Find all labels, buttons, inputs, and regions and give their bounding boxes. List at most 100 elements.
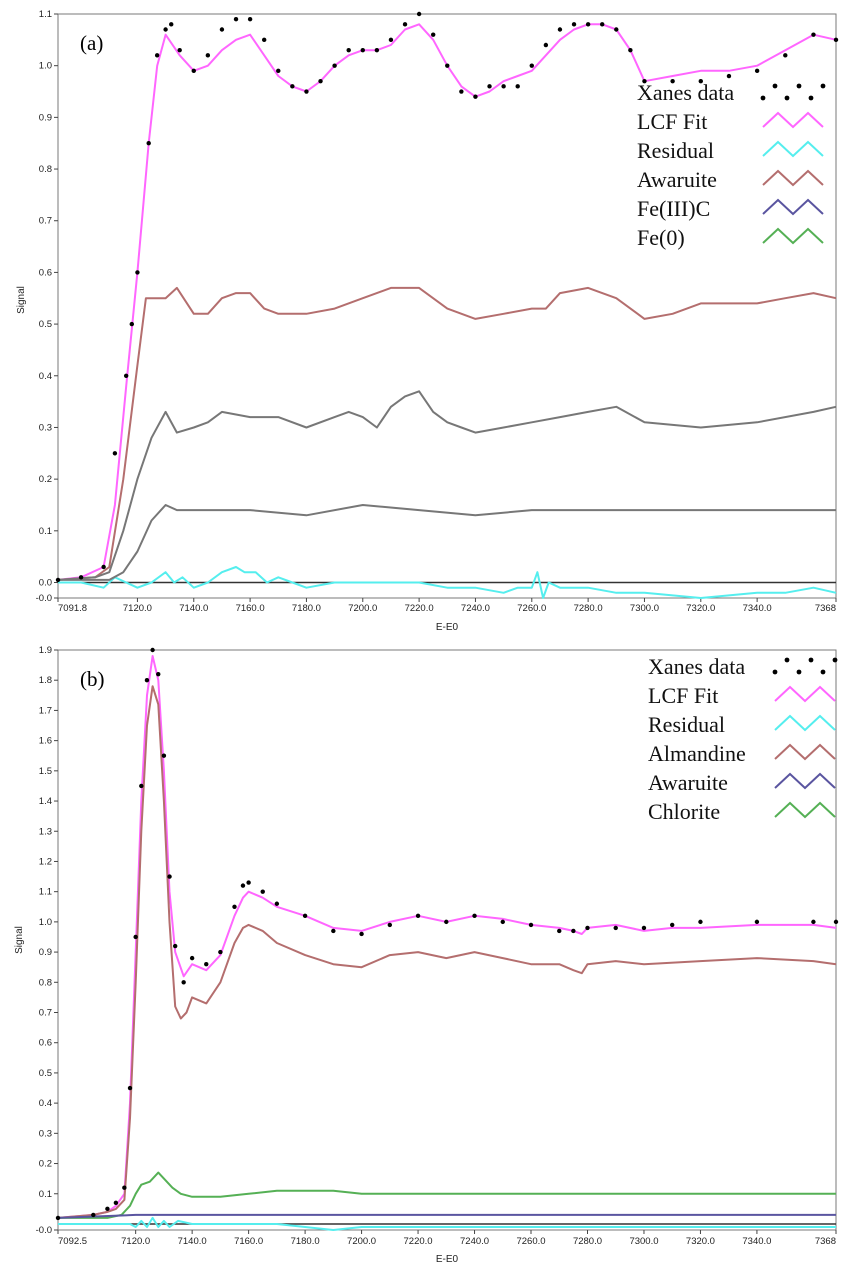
data-point bbox=[388, 37, 394, 43]
chart-b-svg: -0.0 0.1 0.2 0.3 0.4 0.5 0.6 0.7 0.8 0.9 1.0 1.1 1.2… bbox=[14, 645, 839, 1265]
data-point bbox=[331, 928, 336, 934]
data-point bbox=[557, 27, 563, 32]
data-point bbox=[557, 928, 562, 934]
legend-marker-zigzag bbox=[774, 685, 836, 703]
data-point bbox=[91, 1212, 96, 1218]
data-point bbox=[783, 53, 788, 58]
data-point bbox=[167, 874, 172, 879]
y-tick-label: 0.8 bbox=[39, 164, 52, 175]
legend-dot bbox=[796, 669, 802, 675]
y-tick-label: 1.4 bbox=[39, 796, 52, 807]
x-tick-label: 7140.0 bbox=[179, 603, 208, 614]
data-point bbox=[585, 925, 590, 931]
series-residual-line bbox=[58, 566, 837, 599]
y-tick-label: 1.0 bbox=[39, 917, 52, 928]
data-point bbox=[55, 1215, 61, 1221]
y-tick-label: 0.1 bbox=[39, 526, 52, 537]
data-point bbox=[754, 919, 760, 925]
x-tick-label: 7260.0 bbox=[517, 603, 546, 614]
data-point bbox=[698, 919, 703, 925]
x-tick-label: 7180.0 bbox=[292, 603, 321, 614]
y-tick-label: 1.2 bbox=[39, 856, 52, 867]
data-point bbox=[112, 451, 118, 456]
legend-label-xanes-data: Xanes data bbox=[637, 80, 734, 105]
data-point bbox=[105, 1206, 110, 1212]
panel-label: (a) bbox=[80, 31, 103, 55]
legend-label-almandine: Almandine bbox=[648, 741, 746, 766]
chart-a-svg: -0.0 0.0 0.1 0.2 0.3 0.4 0.5 0.6 0.7 0.8 0.9 1.0 1.1… bbox=[16, 9, 839, 633]
x-tick-label: 7220.0 bbox=[404, 1236, 433, 1247]
data-point bbox=[402, 22, 408, 27]
data-point bbox=[290, 84, 295, 89]
data-point bbox=[726, 73, 732, 79]
data-point bbox=[360, 47, 365, 53]
x-tick-label: 7180.0 bbox=[291, 1236, 320, 1247]
y-tick-label: 0.5 bbox=[39, 319, 52, 330]
data-point bbox=[318, 78, 323, 84]
legend-marker-zigzag bbox=[774, 772, 836, 790]
legend-label-residual: Residual bbox=[637, 138, 714, 163]
data-point bbox=[359, 931, 364, 937]
data-point bbox=[127, 1085, 133, 1091]
x-tick-label: 7240.0 bbox=[460, 1236, 489, 1247]
legend-dot bbox=[772, 83, 778, 89]
data-point bbox=[163, 27, 168, 32]
data-point bbox=[416, 11, 422, 17]
data-point bbox=[543, 42, 549, 48]
x-axis-title: E-E0 bbox=[436, 622, 459, 633]
legend-dot bbox=[760, 95, 766, 101]
y-tick-label: 0.1 bbox=[39, 1189, 52, 1200]
y-tick-label: 0.3 bbox=[39, 1128, 52, 1139]
y-tick-label: 1.6 bbox=[39, 736, 52, 747]
y-tick-label: 0.7 bbox=[39, 216, 52, 227]
data-point bbox=[191, 68, 196, 74]
data-point bbox=[101, 564, 106, 570]
series-chlorite-line bbox=[58, 1171, 836, 1219]
data-point bbox=[189, 955, 195, 961]
legend-label-lcf-fit: LCF Fit bbox=[648, 683, 718, 708]
data-point bbox=[613, 925, 618, 931]
x-tick-label: 7120.0 bbox=[123, 603, 152, 614]
x-tick-label: 7300.0 bbox=[629, 1236, 658, 1247]
y-tick-label: 1.7 bbox=[39, 705, 52, 716]
data-point bbox=[156, 671, 161, 677]
y-tick-label: 0.9 bbox=[39, 947, 52, 958]
x-tick-label: 7280.0 bbox=[573, 1236, 602, 1247]
data-point bbox=[133, 934, 138, 940]
x-tick-label: 7200.0 bbox=[347, 1236, 376, 1247]
legend-dot bbox=[808, 657, 814, 663]
data-point bbox=[55, 577, 61, 583]
data-point bbox=[304, 89, 309, 94]
data-point bbox=[515, 84, 520, 89]
y-axis-title: Signal bbox=[16, 286, 27, 314]
y-tick-label: 0.6 bbox=[39, 1038, 52, 1049]
series-awaruite-line bbox=[57, 1213, 836, 1219]
data-point bbox=[528, 922, 534, 928]
legend-label-awaruite: Awaruite bbox=[637, 167, 717, 192]
data-point bbox=[698, 78, 703, 84]
data-point bbox=[387, 922, 393, 928]
x-tick-label: 7092.5 bbox=[58, 1236, 87, 1247]
legend-dot bbox=[796, 83, 802, 89]
data-point bbox=[346, 47, 351, 53]
data-point bbox=[218, 949, 223, 955]
data-point bbox=[78, 575, 84, 580]
legend-marker-dots bbox=[760, 83, 826, 101]
data-point bbox=[144, 678, 150, 683]
y-tick-label: 1.0 bbox=[39, 61, 52, 72]
data-point bbox=[415, 913, 421, 919]
legend-dot bbox=[808, 95, 814, 101]
y-tick-label: 1.1 bbox=[39, 887, 52, 898]
y-tick-label: 0.0 bbox=[39, 577, 52, 588]
data-point bbox=[135, 270, 140, 275]
data-point bbox=[205, 53, 211, 58]
data-point bbox=[473, 94, 478, 99]
legend-marker-zigzag bbox=[762, 198, 824, 216]
data-point bbox=[261, 37, 267, 43]
x-tick-label: 7200.0 bbox=[348, 603, 377, 614]
series-awaruite-line bbox=[57, 286, 837, 581]
data-point bbox=[641, 925, 647, 931]
data-point bbox=[472, 913, 477, 919]
chart-panel-b: -0.0 0.1 0.2 0.3 0.4 0.5 0.6 0.7 0.8 0.9 1.0 1.1 1.2… bbox=[0, 640, 846, 1278]
data-point bbox=[614, 27, 619, 32]
